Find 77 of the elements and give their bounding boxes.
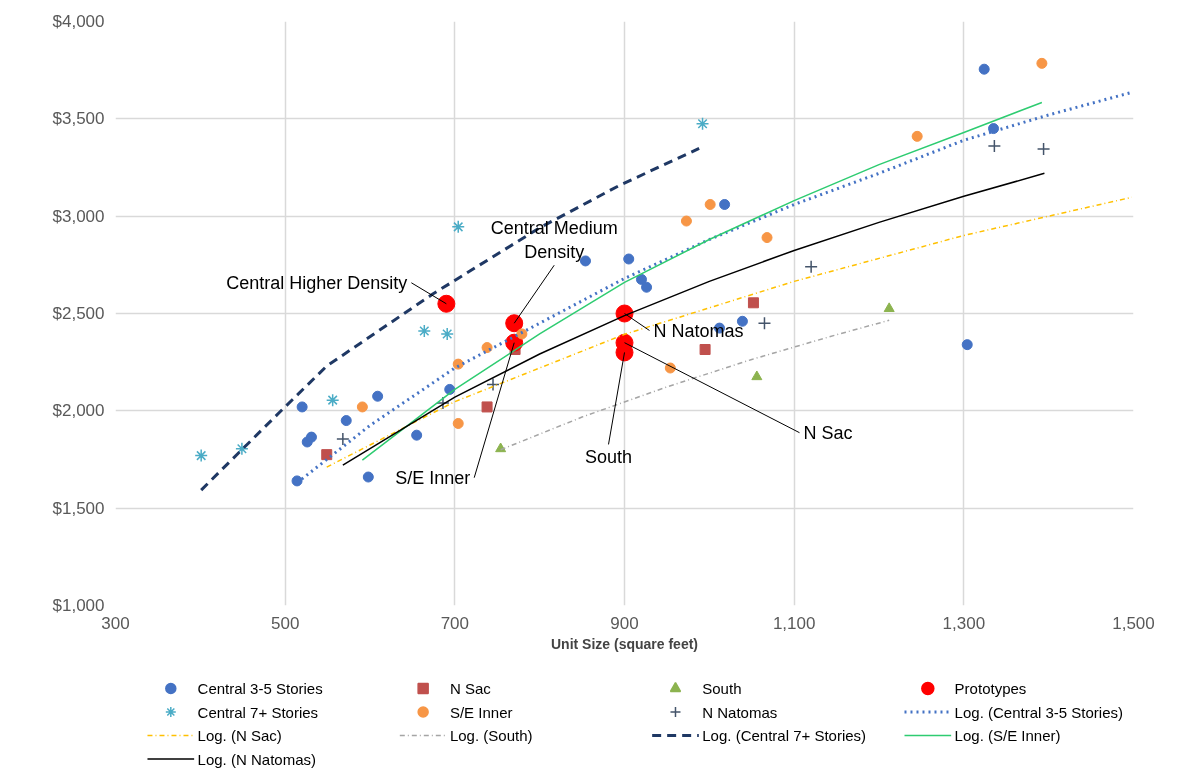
x-tick-label: 500 (270, 613, 300, 633)
x-tick-label: 1,500 (1112, 613, 1155, 633)
legend-label: Log. (N Sac) (197, 727, 282, 744)
point (757, 316, 772, 330)
point (356, 401, 368, 413)
point (481, 401, 493, 413)
y-tick-label: $1,500 (52, 498, 105, 518)
annotation: S/E Inner (395, 467, 471, 488)
point (987, 139, 1002, 153)
point (623, 253, 635, 265)
point (436, 396, 450, 410)
y-tick-label: $4,000 (52, 12, 105, 31)
point (747, 297, 759, 309)
point (340, 415, 352, 427)
point (411, 429, 423, 441)
point (883, 302, 895, 313)
point (961, 339, 973, 351)
point (321, 449, 333, 461)
x-tick-label: 300 (101, 613, 130, 633)
y-tick-label: $2,500 (52, 304, 105, 323)
point (291, 475, 303, 487)
legend-label: Log. (South) (449, 727, 533, 744)
annotation: South (584, 447, 633, 468)
point (235, 442, 249, 456)
legend-label: Prototypes (954, 680, 1027, 697)
point (452, 358, 464, 370)
point (988, 123, 1000, 135)
point (296, 401, 308, 413)
point (761, 232, 773, 244)
y-tick-label: $3,000 (52, 206, 105, 226)
point (336, 432, 350, 446)
point (495, 442, 507, 453)
point (305, 431, 317, 443)
legend-label: N Natomas (702, 703, 778, 721)
point (486, 377, 500, 392)
point (452, 418, 464, 429)
annotation: Central Higher Density (226, 272, 408, 293)
point (751, 370, 763, 381)
point (719, 199, 731, 210)
x-tick-label: 700 (440, 613, 470, 633)
point (978, 63, 990, 75)
point (325, 393, 340, 407)
point (699, 344, 711, 356)
annotation: N Sac (803, 422, 853, 443)
point (516, 328, 528, 340)
point (680, 215, 692, 227)
point (440, 327, 454, 341)
point (704, 199, 716, 210)
point (641, 281, 653, 293)
legend-label: Central 7+ Stories (197, 703, 319, 721)
legend-label: Log. (N Natomas) (197, 750, 316, 768)
y-tick-label: $3,500 (52, 109, 105, 129)
legend-label: Log. (Central 3-5 Stories) (954, 703, 1124, 721)
point (1036, 57, 1048, 69)
x-axis-title: Unit Size (square feet) (550, 635, 699, 652)
point (505, 314, 524, 333)
y-tick-label: $1,000 (52, 596, 105, 615)
point (362, 471, 374, 483)
y-tick-label: $2,000 (52, 401, 105, 421)
point (1036, 142, 1051, 156)
legend-label: Central 3-5 Stories (197, 680, 323, 697)
point (417, 324, 432, 338)
point (194, 448, 208, 463)
point (804, 260, 818, 274)
point (451, 220, 465, 234)
point (372, 390, 384, 402)
legend-label: Log. (S/E Inner) (954, 727, 1061, 744)
annotation: N Natomas (653, 320, 744, 341)
point (911, 130, 923, 142)
x-tick-label: 1,300 (942, 613, 986, 633)
legend-label: South (702, 680, 742, 697)
legend-label: N Sac (449, 680, 492, 697)
point (695, 116, 710, 131)
legend-label: Log. (Central 7+ Stories) (702, 727, 867, 744)
x-tick-label: 1,100 (772, 613, 816, 633)
x-tick-label: 900 (610, 613, 639, 633)
legend-label: S/E Inner (449, 703, 513, 721)
